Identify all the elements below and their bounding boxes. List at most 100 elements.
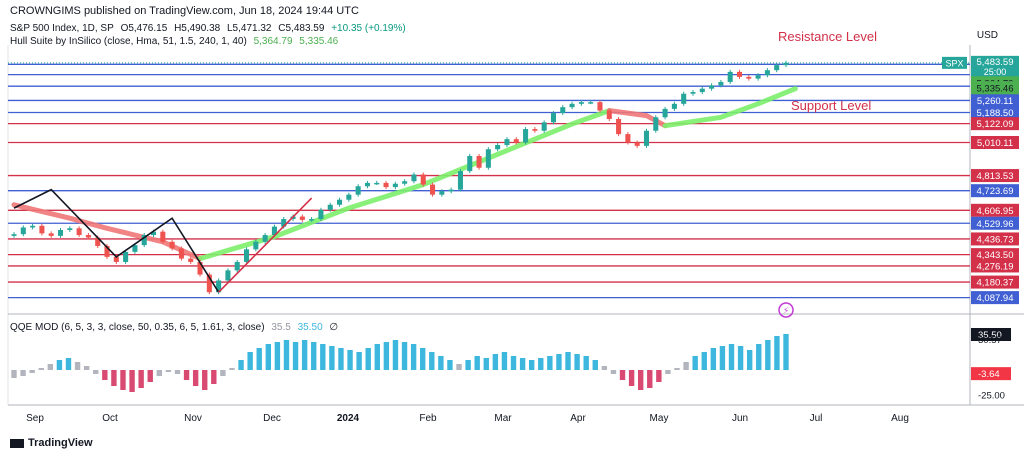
qqe-bar-10 [102, 370, 108, 380]
level-tag-7 [971, 169, 1019, 183]
candle-body-20 [197, 261, 203, 275]
qqe-bar-22 [211, 370, 217, 384]
candle-body-1 [20, 227, 26, 235]
qqe-bar-66 [610, 370, 617, 374]
qqe-bar-2 [29, 370, 35, 373]
candle-body-0 [11, 234, 17, 236]
candle-body-39 [374, 182, 380, 185]
level-tag-9 [971, 203, 1019, 217]
qqe-bar-76 [701, 352, 707, 370]
month-label-8: May [650, 413, 669, 424]
qqe-bar-36 [338, 348, 344, 370]
qqe-bar-74 [683, 362, 689, 370]
level-label-9: 4,606.95 [977, 206, 1014, 217]
level-label-5: 5,122.09 [977, 119, 1014, 130]
qqe-bar-81 [746, 350, 753, 370]
candle-body-60 [569, 103, 575, 108]
month-label-1: Oct [102, 413, 118, 424]
candle-body-47 [448, 189, 454, 192]
qqe-bar-78 [719, 346, 726, 370]
qqe-bar-9 [93, 370, 99, 374]
qqe-bar-6 [65, 358, 72, 370]
candle-body-18 [178, 248, 184, 259]
qqe-bar-32 [301, 340, 308, 370]
event-marker-icon [778, 302, 794, 318]
qqe-bar-53 [492, 354, 499, 370]
candle-body-70 [662, 108, 668, 118]
level-tag-8 [971, 184, 1019, 198]
candle-body-51 [485, 149, 491, 168]
candle-body-69 [653, 117, 659, 131]
candle-body-55 [523, 129, 529, 143]
qqe-bar-59 [547, 356, 553, 370]
level-tag-5 [971, 117, 1019, 131]
candle-body-54 [513, 139, 519, 143]
candle-body-50 [476, 155, 482, 168]
symbol-tag [942, 56, 967, 69]
currency-label: USD [976, 30, 998, 41]
level-label-15: 4,087.94 [977, 293, 1014, 304]
level-tag-15 [971, 291, 1019, 305]
hull-tag-2 [971, 81, 1019, 95]
month-label-6: Mar [494, 413, 512, 424]
candle-body-53 [504, 139, 510, 146]
candle-body-2 [30, 225, 36, 228]
qqe-value-1: 35.5 [271, 322, 291, 333]
candle-body-23 [225, 270, 231, 281]
qqe-bar-52 [483, 358, 489, 370]
candle-body-63 [597, 102, 603, 111]
level-label-13: 4,276.19 [977, 261, 1014, 272]
ohlc-high: H5,490.38 [174, 23, 221, 34]
candle-body-33 [318, 209, 324, 220]
candle-body-82 [774, 65, 780, 71]
qqe-bar-69 [637, 370, 644, 390]
qqe-bar-34 [320, 344, 326, 370]
qqe-bar-0 [11, 370, 17, 378]
candle-body-14 [141, 235, 147, 246]
qqe-bar-39 [365, 348, 371, 370]
candle-body-77 [727, 71, 733, 82]
level-label-7: 4,813.53 [977, 171, 1014, 182]
qqe-bar-38 [356, 352, 362, 370]
qqe-bar-17 [165, 370, 172, 372]
trend-line [218, 197, 313, 293]
qqe-bar-84 [774, 336, 780, 370]
qqe-bar-64 [592, 360, 598, 370]
qqe-symbol: ∅ [329, 322, 339, 333]
month-label-3: Dec [263, 413, 281, 424]
qqe-bar-48 [447, 360, 453, 370]
candle-body-17 [169, 241, 175, 249]
ohlc-change: +10.35 (+0.19%) [331, 23, 406, 34]
candle-body-72 [681, 93, 687, 104]
candle-body-43 [411, 174, 417, 182]
candle-body-22 [216, 280, 222, 293]
candle-body-57 [541, 122, 547, 131]
qqe-bar-61 [565, 352, 571, 370]
candle-body-8 [85, 235, 91, 238]
qqe-bar-8 [83, 366, 90, 370]
level-label-3: 5,260.11 [977, 96, 1013, 107]
hull-tag-label-2: 5,335.46 [977, 83, 1014, 94]
candle-body-64 [606, 110, 612, 119]
candle-body-65 [616, 118, 622, 135]
candle-body-34 [327, 204, 333, 210]
qqe-bar-19 [183, 370, 190, 380]
tradingview-logo: TradingView [10, 437, 93, 449]
month-label-10: Jul [810, 413, 823, 424]
level-tag-3 [971, 93, 1019, 107]
candle-body-40 [383, 182, 389, 188]
qqe-bar-16 [156, 370, 163, 376]
level-label-12: 4,343.50 [977, 250, 1014, 261]
qqe-bar-28 [265, 344, 271, 370]
qqe-bar-35 [329, 346, 335, 370]
candle-body-28 [271, 226, 277, 236]
candle-body-75 [709, 85, 715, 89]
qqe-label: QQE MOD (6, 5, 3, 3, close, 50, 0.35, 6,… [10, 322, 265, 333]
candle-body-42 [402, 181, 408, 184]
qqe-bar-11 [111, 370, 117, 386]
qqe-bar-25 [238, 360, 244, 370]
candle-body-67 [634, 142, 640, 146]
candle-body-6 [67, 228, 73, 230]
qqe-bar-46 [429, 352, 435, 370]
